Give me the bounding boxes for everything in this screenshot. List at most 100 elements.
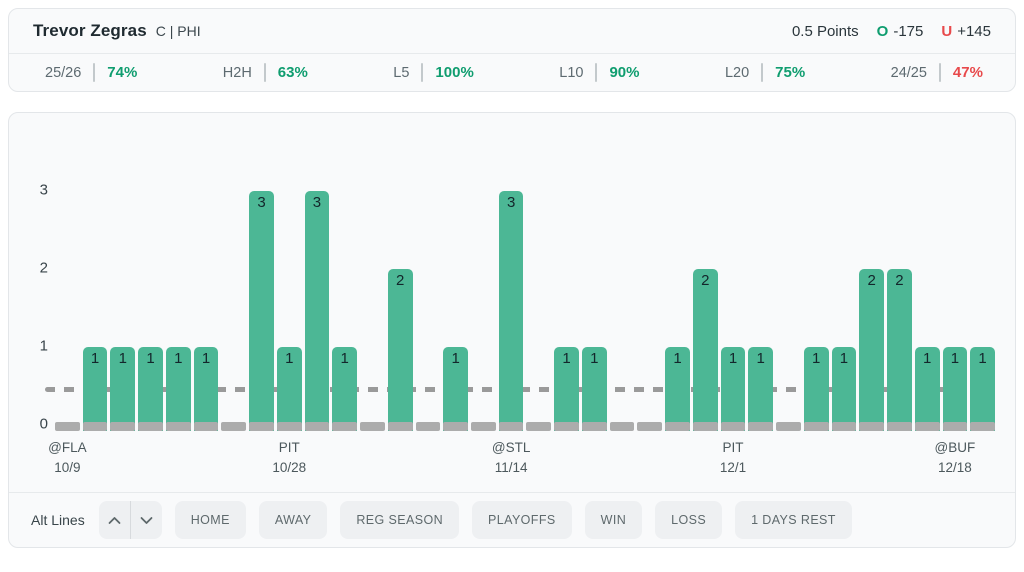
baseline-stub — [720, 422, 746, 431]
game-bar-26[interactable]: 1 — [748, 131, 774, 431]
game-bar-17[interactable]: 3 — [498, 131, 524, 431]
points-bar: 1 — [720, 347, 746, 431]
player-name: Trevor Zegras — [33, 21, 147, 40]
stat-24-25[interactable]: 24/25 47% — [891, 63, 983, 82]
game-bar-30[interactable]: 2 — [859, 131, 885, 431]
filter-button-reg-season[interactable]: REG SEASON — [340, 501, 460, 539]
opponent-label: PIT — [722, 440, 744, 455]
filter-button-home[interactable]: HOME — [174, 501, 246, 539]
game-bar-13[interactable]: 2 — [387, 131, 413, 431]
game-bar-11[interactable]: 1 — [332, 131, 358, 431]
game-bar-34[interactable]: 1 — [970, 131, 995, 431]
game-bar-6[interactable]: 1 — [193, 131, 219, 431]
game-bar-32[interactable]: 1 — [914, 131, 940, 431]
over-icon: O — [876, 22, 889, 40]
game-bar-1[interactable] — [55, 131, 80, 431]
x-slot-25: PIT 12/1 — [720, 431, 746, 483]
game-bar-31[interactable]: 2 — [887, 131, 912, 431]
bar-value-label: 1 — [839, 350, 849, 367]
x-axis: @FLA 10/9 PIT 10/28 @STL 11/14 PIT 12/1 @BUF 12/1… — [48, 431, 995, 483]
filter-button-away[interactable]: AWAY — [258, 501, 328, 539]
alt-lines-stepper — [98, 501, 162, 539]
game-bar-27[interactable] — [776, 131, 801, 431]
over-odds[interactable]: O -175 — [877, 23, 924, 40]
points-bar: 1 — [803, 347, 829, 431]
points-bar: 1 — [193, 347, 219, 431]
game-bar-9[interactable]: 1 — [276, 131, 302, 431]
game-bar-28[interactable]: 1 — [803, 131, 829, 431]
bar-value-label: 1 — [285, 350, 294, 367]
baseline-stub — [914, 422, 940, 431]
baseline-stub — [831, 422, 857, 431]
x-slot-17: @STL 11/14 — [492, 431, 530, 483]
stat-l5[interactable]: L5 100% — [393, 63, 474, 82]
game-bar-16[interactable] — [471, 131, 496, 431]
filter-button-1-days-rest[interactable]: 1 DAYS REST — [735, 501, 852, 539]
game-bar-33[interactable]: 1 — [942, 131, 968, 431]
filter-button-win[interactable]: WIN — [584, 501, 643, 539]
opponent-label: @FLA — [48, 440, 87, 455]
game-bar-10[interactable]: 3 — [304, 131, 330, 431]
game-bar-22[interactable] — [637, 131, 663, 431]
stat-l10[interactable]: L10 90% — [559, 63, 639, 82]
y-tick-0: 0 — [39, 415, 48, 433]
game-bar-14[interactable] — [415, 131, 441, 431]
bars-row: 1 1 1 1 1 3 1 3 1 2 1 3 1 1 1 2 1 1 1 1 2 2 1 1 1 — [55, 131, 995, 431]
game-bar-8[interactable]: 3 — [249, 131, 274, 431]
stat-l20[interactable]: L20 75% — [725, 63, 805, 82]
alt-line-down-button[interactable] — [131, 501, 162, 539]
zero-points-stub — [55, 422, 80, 431]
baseline-stub — [165, 422, 191, 431]
game-bar-3[interactable]: 1 — [110, 131, 136, 431]
bar-value-label: 1 — [562, 350, 571, 367]
baseline-stub — [859, 422, 885, 431]
chevron-up-icon — [108, 513, 121, 528]
bar-value-label: 1 — [978, 350, 987, 367]
bar-value-label: 1 — [340, 350, 349, 367]
x-slot-4 — [138, 431, 163, 483]
game-bar-25[interactable]: 1 — [720, 131, 746, 431]
baseline-stub — [887, 422, 912, 431]
game-bar-24[interactable]: 2 — [692, 131, 718, 431]
game-bar-20[interactable]: 1 — [581, 131, 607, 431]
zero-points-stub — [637, 422, 663, 431]
points-chart-card: 0 1 2 3 1 1 1 1 1 3 1 3 1 2 1 3 1 1 1 2 1 1 1 1 2 2 1 1 1 @FLA 10/9 P… — [8, 112, 1016, 548]
game-bar-5[interactable]: 1 — [165, 131, 191, 431]
game-bar-23[interactable]: 1 — [665, 131, 690, 431]
stat-pipe — [93, 63, 96, 82]
y-axis: 0 1 2 3 — [9, 131, 55, 433]
game-bar-29[interactable]: 1 — [831, 131, 857, 431]
under-odds-value: +145 — [957, 22, 991, 40]
game-bar-18[interactable] — [526, 131, 552, 431]
zero-points-stub — [415, 422, 441, 431]
game-bar-2[interactable]: 1 — [82, 131, 108, 431]
game-bar-21[interactable] — [609, 131, 635, 431]
opponent-label: @BUF — [934, 440, 976, 455]
header-divider — [9, 53, 1015, 54]
baseline-stub — [554, 422, 579, 431]
game-bar-12[interactable] — [360, 131, 385, 431]
under-odds[interactable]: U +145 — [941, 23, 991, 40]
x-slot-29 — [832, 431, 857, 483]
game-bar-19[interactable]: 1 — [554, 131, 579, 431]
chart-section: 0 1 2 3 1 1 1 1 1 3 1 3 1 2 1 3 1 1 1 2 1 1 1 1 2 2 1 1 1 @FLA 10/9 P… — [9, 113, 1015, 492]
filter-button-loss[interactable]: LOSS — [655, 501, 723, 539]
stat-value: 75% — [775, 64, 806, 81]
stat-label: H2H — [222, 64, 252, 81]
bar-value-label: 1 — [201, 350, 211, 367]
game-bar-4[interactable]: 1 — [138, 131, 163, 431]
stat-value: 63% — [277, 64, 308, 81]
stat-25-26[interactable]: 25/26 74% — [45, 63, 137, 82]
filter-button-playoffs[interactable]: PLAYOFFS — [472, 501, 572, 539]
baseline-stub — [498, 422, 524, 431]
plot-area: 1 1 1 1 1 3 1 3 1 2 1 3 1 1 1 2 1 1 1 1 2 2 1 1 1 — [45, 131, 995, 431]
game-bar-15[interactable]: 1 — [443, 131, 469, 431]
points-bar: 1 — [665, 347, 690, 431]
baseline-stub — [304, 422, 330, 431]
bar-value-label: 1 — [90, 350, 100, 367]
over-odds-value: -175 — [893, 22, 924, 40]
stat-h2h[interactable]: H2H 63% — [223, 63, 308, 82]
points-bar: 1 — [138, 347, 163, 431]
alt-line-up-button[interactable] — [99, 501, 130, 539]
game-bar-7[interactable] — [221, 131, 247, 431]
